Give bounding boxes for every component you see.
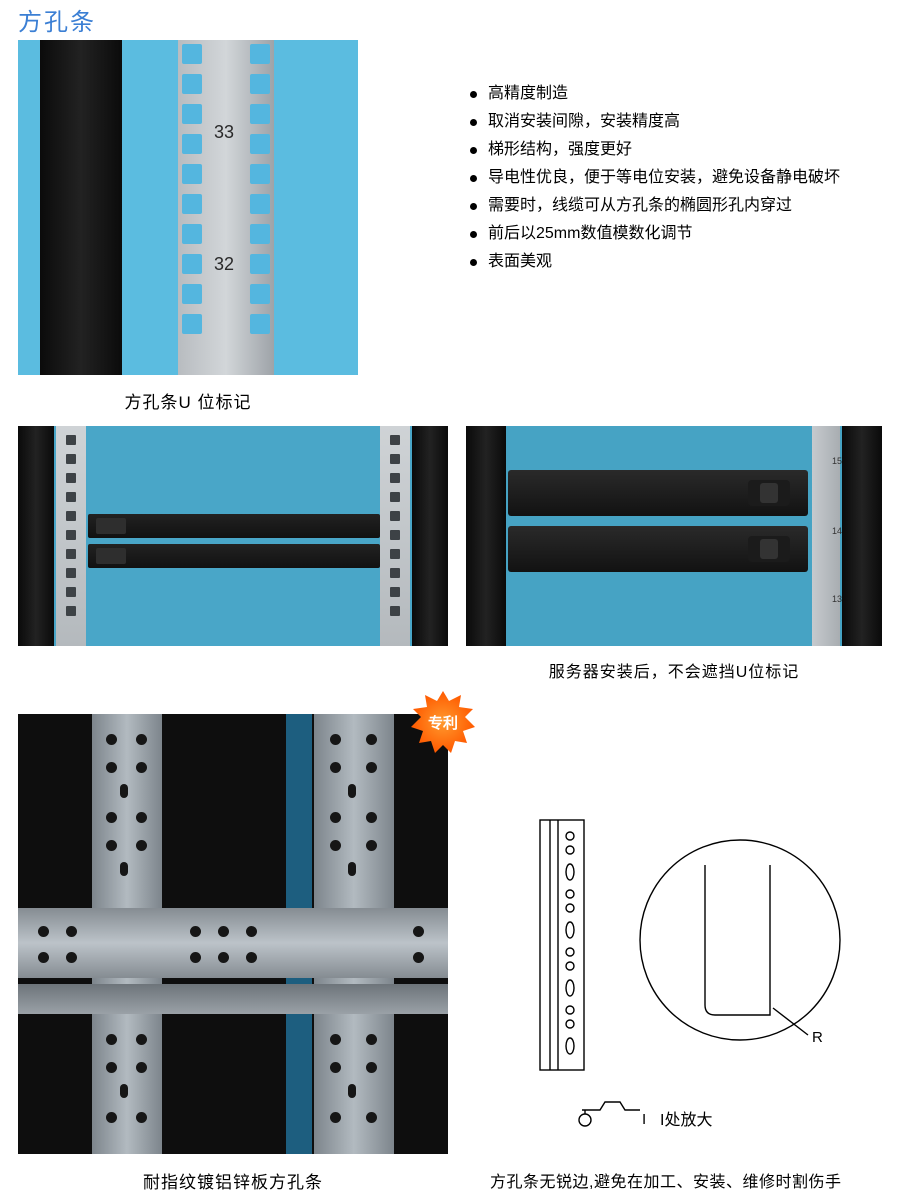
feature-list: 高精度制造 取消安装间隙，安装精度高 梯形结构，强度更好 导电性优良，便于等电位… bbox=[470, 80, 840, 276]
patent-badge: 专利 bbox=[408, 688, 478, 758]
figure-u-mark-caption: 方孔条U 位标记 bbox=[18, 388, 358, 413]
u-mark-14: 14 bbox=[832, 526, 842, 536]
figure-rack-right: 15 14 13 bbox=[466, 426, 882, 646]
feature-item: 高精度制造 bbox=[470, 80, 840, 108]
u-mark-33: 33 bbox=[214, 122, 234, 143]
figure-u-mark: 33 32 bbox=[18, 40, 358, 375]
i-label: I bbox=[642, 1111, 646, 1128]
edge-diagram: R I bbox=[490, 810, 870, 1130]
feature-item: 梯形结构，强度更好 bbox=[470, 136, 840, 164]
figure-rack-right-caption: 服务器安装后，不会遮挡U位标记 bbox=[466, 658, 882, 682]
page-title: 方孔条 bbox=[18, 2, 96, 37]
feature-item: 表面美观 bbox=[470, 248, 840, 276]
figure-zinc-plate bbox=[18, 714, 448, 1154]
u-mark-13: 13 bbox=[832, 594, 842, 604]
feature-item: 取消安装间隙，安装精度高 bbox=[470, 108, 840, 136]
u-mark-32: 32 bbox=[214, 254, 234, 275]
feature-item: 导电性优良，便于等电位安装，避免设备静电破坏 bbox=[470, 164, 840, 192]
feature-item: 前后以25mm数值模数化调节 bbox=[470, 220, 840, 248]
u-mark-15: 15 bbox=[832, 456, 842, 466]
figure-zinc-plate-caption: 耐指纹镀铝锌板方孔条 bbox=[18, 1168, 448, 1193]
feature-item: 需要时，线缆可从方孔条的椭圆形孔内穿过 bbox=[470, 192, 840, 220]
diagram-zoom-label: I处放大 bbox=[660, 1106, 712, 1130]
patent-badge-text: 专利 bbox=[408, 712, 478, 733]
figure-rack-left bbox=[18, 426, 448, 646]
diagram-caption: 方孔条无锐边,避免在加工、安装、维修时割伤手 bbox=[490, 1168, 890, 1192]
r-label: R bbox=[812, 1029, 823, 1046]
